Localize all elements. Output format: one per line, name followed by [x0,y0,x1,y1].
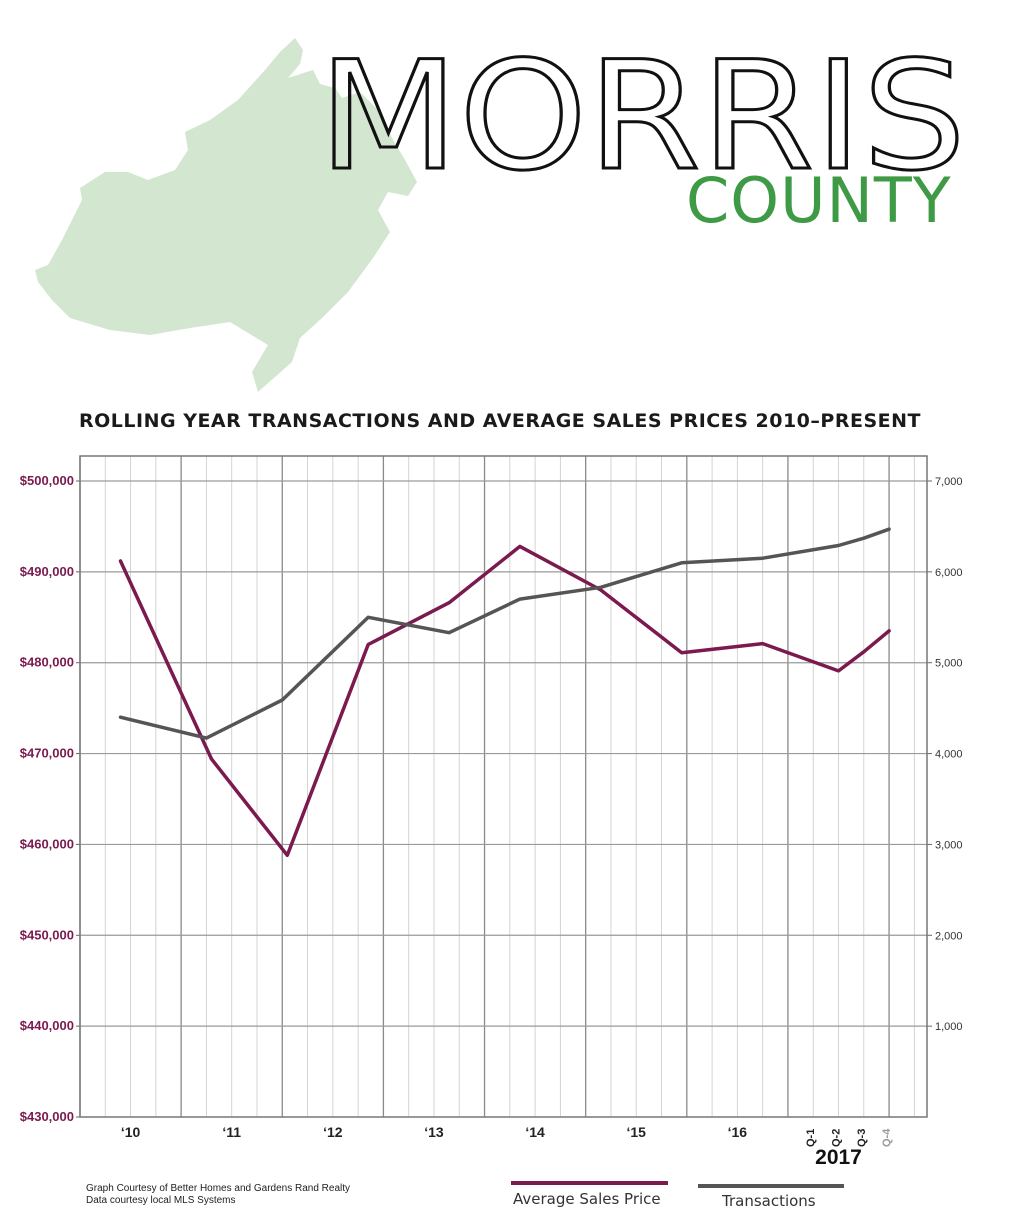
subtitle-county: COUNTY [686,164,952,237]
legend-line-transactions [698,1184,844,1188]
quarter-label: Q-1 [805,1129,817,1147]
right-tick-label: 4,000 [935,749,963,761]
x-tick-label: ‘13 [424,1124,444,1140]
left-tick-label: $450,000 [20,927,74,942]
left-tick-label: $480,000 [20,655,74,670]
credit-line-1: Graph Courtesy of Better Homes and Garde… [86,1183,351,1194]
x-tick-label: ‘15 [627,1124,647,1140]
series-line-average-sales-price [118,544,891,858]
series-line-transactions [118,527,891,740]
chart-title: ROLLING YEAR TRANSACTIONS AND AVERAGE SA… [79,410,921,432]
quarter-label: Q-4 [881,1128,893,1147]
credits: Graph Courtesy of Better Homes and Garde… [86,1183,350,1207]
legend-line-average-sales-price [511,1181,668,1185]
year-label: 2017 [815,1146,862,1169]
right-tick-label: 1,000 [935,1021,963,1033]
title-text: MORRIS [318,38,966,188]
left-tick-label: $500,000 [20,473,74,488]
right-tick-label: 7,000 [935,476,963,488]
title-morris: MORRIS [318,38,968,188]
county-map-shape [35,38,417,392]
right-tick-label: 3,000 [935,839,963,851]
quarter-label: Q-3 [856,1129,868,1147]
x-tick-label: ‘14 [525,1124,545,1140]
left-tick-label: $490,000 [20,564,74,579]
left-tick-label: $460,000 [20,836,74,851]
left-tick-label: $440,000 [20,1018,74,1033]
left-tick-label: $430,000 [20,1109,74,1124]
plot-frame [79,455,928,1118]
x-tick-label: ‘11 [222,1124,241,1140]
right-tick-label: 6,000 [935,567,963,579]
x-tick-label: ‘12 [323,1124,343,1140]
legend-label-average-sales-price: Average Sales Price [513,1190,661,1208]
x-tick-label: ‘16 [728,1124,748,1140]
left-tick-label: $470,000 [20,746,74,761]
line-chart: $430,000 $440,000 $450,000 $460,000 $470,000… [20,455,963,1169]
right-tick-label: 5,000 [935,658,963,670]
right-tick-label: 2,000 [935,930,963,942]
x-tick-label: ‘10 [121,1124,141,1140]
quarter-label: Q-2 [831,1129,843,1147]
credit-line-2: Data courtesy local MLS Systems [86,1195,236,1206]
legend-label-transactions: Transactions [722,1192,816,1210]
